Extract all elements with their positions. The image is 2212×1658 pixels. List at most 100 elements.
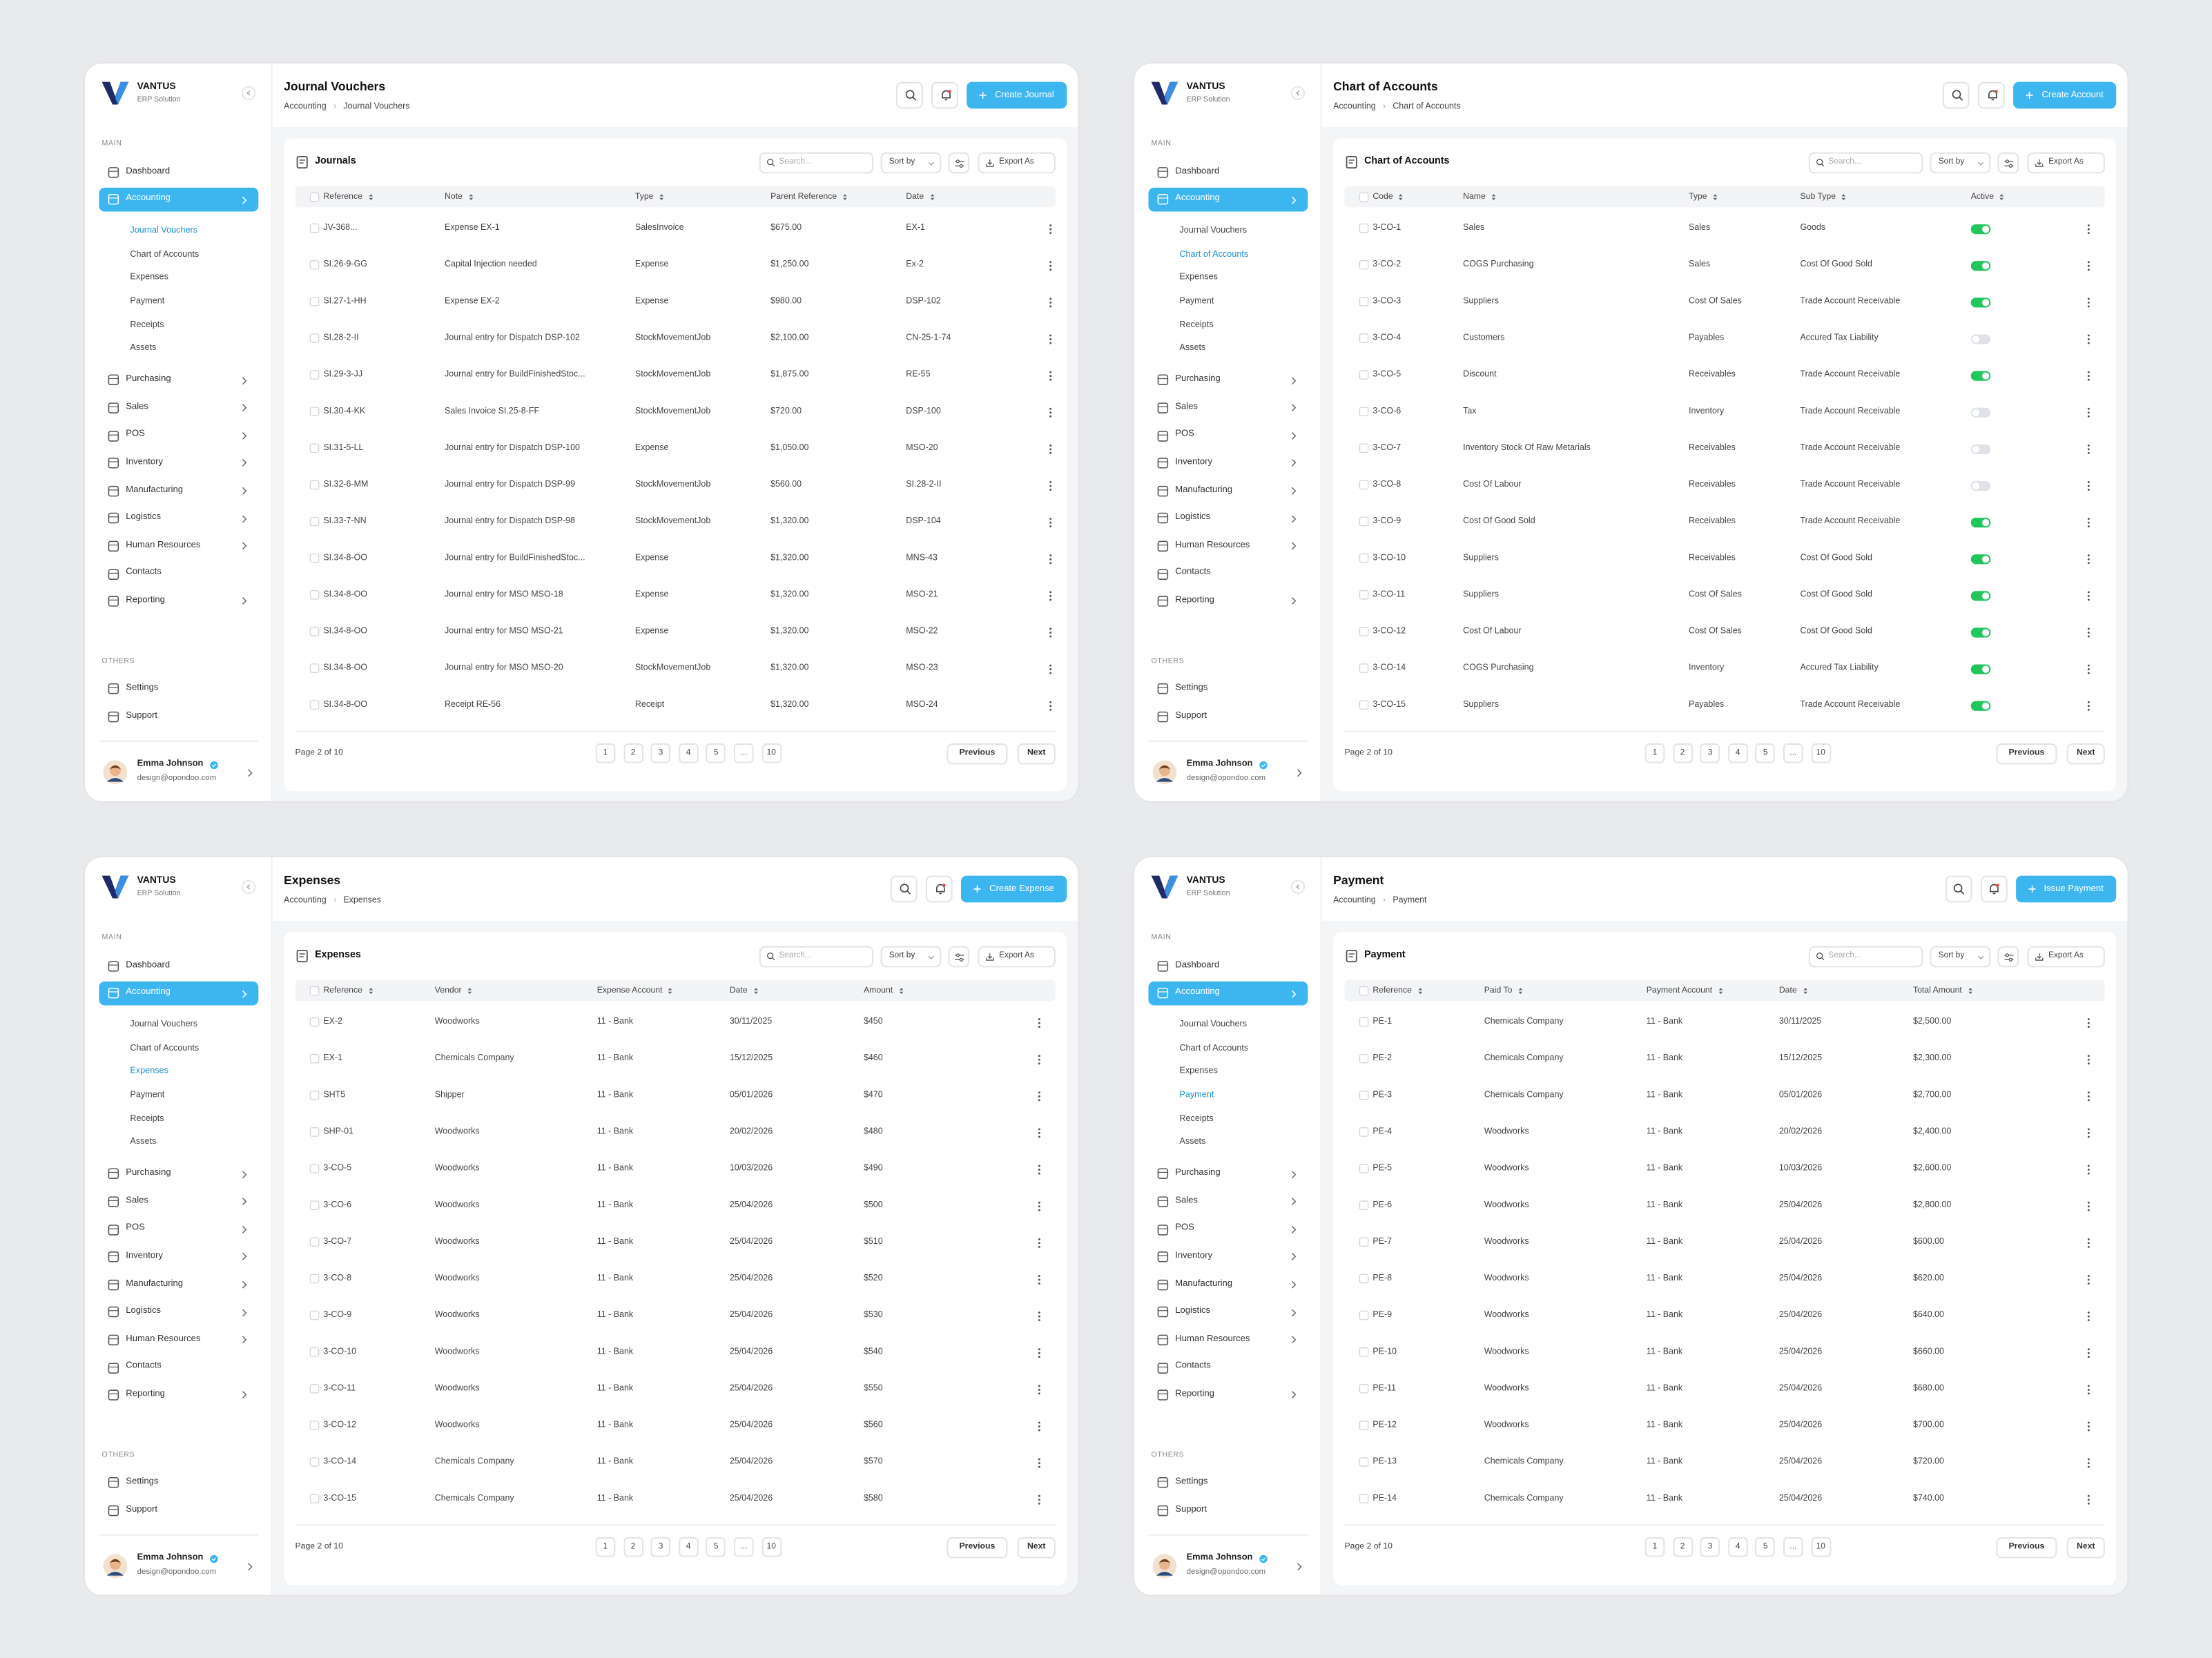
row-menu[interactable] (2082, 1236, 2095, 1249)
toggle[interactable] (1970, 260, 1991, 271)
row-menu[interactable] (2082, 1200, 2095, 1212)
nav-item[interactable]: Settings (126, 1476, 159, 1486)
page-button[interactable]: 1 (595, 743, 616, 763)
checkbox[interactable] (309, 1310, 320, 1320)
toggle[interactable] (1970, 663, 1991, 674)
nav-item[interactable]: Inventory (1175, 456, 1212, 467)
row-menu[interactable] (2082, 1162, 2095, 1175)
nav-subitem[interactable]: Payment (130, 296, 165, 306)
row-menu[interactable] (1044, 406, 1056, 418)
nav-item[interactable]: Manufacturing (1175, 1278, 1233, 1289)
primary-button[interactable]: Create Journal (967, 81, 1067, 108)
nav-item[interactable]: Purchasing (1175, 373, 1221, 384)
filter-button[interactable] (1997, 945, 2019, 967)
nav-subitem[interactable]: Journal Vouchers (1179, 226, 1248, 236)
checkbox[interactable] (1359, 1091, 1369, 1101)
page-button[interactable]: 4 (1727, 743, 1748, 763)
collapse-button[interactable] (1291, 86, 1305, 100)
nav-item[interactable]: Support (1175, 1504, 1207, 1515)
nav-item[interactable]: Contacts (1175, 1361, 1211, 1372)
nav-item[interactable]: Purchasing (126, 1167, 171, 1178)
next-button[interactable]: Next (1017, 742, 1056, 764)
row-menu[interactable] (1044, 552, 1056, 565)
nav-item[interactable]: Sales (1175, 1195, 1198, 1206)
checkbox[interactable] (309, 297, 320, 307)
row-menu[interactable] (1033, 1456, 1045, 1468)
row-menu[interactable] (1044, 662, 1056, 674)
checkbox[interactable] (1359, 700, 1369, 710)
page-button[interactable]: 5 (706, 743, 726, 763)
page-button[interactable]: 4 (678, 743, 699, 763)
nav-subitem[interactable]: Receipts (1179, 320, 1214, 330)
column-header[interactable]: Paid To (1484, 984, 1524, 997)
column-header[interactable]: Sub Type (1800, 191, 1847, 203)
row-menu[interactable] (2082, 552, 2095, 565)
page-button[interactable]: ... (1783, 743, 1803, 763)
checkbox[interactable] (309, 590, 320, 601)
row-menu[interactable] (1033, 1126, 1045, 1138)
page-button[interactable]: 3 (650, 1537, 671, 1557)
page-button[interactable]: 4 (678, 1537, 699, 1557)
checkbox[interactable] (309, 1494, 320, 1504)
row-menu[interactable] (2082, 332, 2095, 344)
checkbox[interactable] (1359, 663, 1369, 674)
previous-button[interactable]: Previous (947, 1536, 1008, 1558)
row-menu[interactable] (1033, 1089, 1045, 1102)
nav-subitem[interactable]: Expenses (130, 273, 168, 283)
nav-item[interactable]: Purchasing (126, 373, 171, 384)
checkbox[interactable] (1359, 1200, 1369, 1211)
toggle[interactable] (1970, 554, 1991, 564)
bell-button[interactable] (926, 875, 953, 902)
row-menu[interactable] (1033, 1200, 1045, 1212)
page-button[interactable]: 2 (1672, 743, 1693, 763)
nav-item[interactable]: Dashboard (126, 959, 171, 970)
checkbox[interactable] (1359, 1494, 1369, 1504)
column-header[interactable]: Parent Reference (770, 191, 848, 203)
nav-item[interactable]: Manufacturing (126, 484, 184, 495)
row-menu[interactable] (2082, 516, 2095, 528)
breadcrumb-item[interactable]: Accounting (284, 895, 327, 905)
checkbox[interactable] (1359, 1237, 1369, 1247)
toggle[interactable] (1970, 443, 1991, 453)
checkbox[interactable] (309, 333, 320, 344)
checkbox[interactable] (1359, 1164, 1369, 1174)
export-button[interactable]: Export As (2027, 945, 2105, 967)
nav-item[interactable]: Reporting (1175, 595, 1214, 605)
export-button[interactable]: Export As (978, 151, 1056, 173)
page-button[interactable]: 2 (623, 1537, 643, 1557)
row-menu[interactable] (2082, 1346, 2095, 1358)
row-menu[interactable] (1033, 1273, 1045, 1285)
row-menu[interactable] (1033, 1016, 1045, 1028)
search-input[interactable]: Search... (759, 945, 874, 967)
row-menu[interactable] (2082, 699, 2095, 712)
row-menu[interactable] (1044, 295, 1056, 308)
sort-dropdown[interactable]: Sort by (880, 151, 942, 173)
nav-subitem[interactable]: Assets (130, 1137, 157, 1147)
page-button[interactable]: 2 (1672, 1537, 1693, 1557)
checkbox[interactable] (309, 516, 320, 527)
toggle[interactable] (1970, 297, 1991, 307)
nav-item[interactable]: Dashboard (1175, 959, 1220, 970)
column-header[interactable]: Total Amount (1913, 984, 1973, 997)
row-menu[interactable] (1044, 222, 1056, 235)
column-header[interactable]: Name (1463, 191, 1497, 203)
page-button[interactable]: ... (733, 1537, 754, 1557)
column-header[interactable]: Vendor (435, 984, 473, 997)
checkbox[interactable] (309, 370, 320, 380)
search-button[interactable] (891, 875, 918, 902)
row-menu[interactable] (1033, 1419, 1045, 1432)
checkbox[interactable] (1359, 1310, 1369, 1320)
checkbox[interactable] (309, 1200, 320, 1211)
search-input[interactable]: Search... (1808, 945, 1923, 967)
column-header[interactable]: Type (635, 191, 665, 203)
nav-subitem[interactable]: Assets (1179, 1137, 1206, 1147)
page-button[interactable]: 10 (1810, 743, 1831, 763)
page-button[interactable]: 10 (761, 743, 782, 763)
breadcrumb-item[interactable]: Expenses (343, 895, 382, 905)
checkbox[interactable] (309, 1054, 320, 1064)
row-menu[interactable] (2082, 589, 2095, 601)
column-header[interactable]: Date (730, 984, 759, 997)
page-button[interactable]: 5 (1755, 1537, 1776, 1557)
row-menu[interactable] (2082, 442, 2095, 455)
next-button[interactable]: Next (2066, 1536, 2105, 1558)
